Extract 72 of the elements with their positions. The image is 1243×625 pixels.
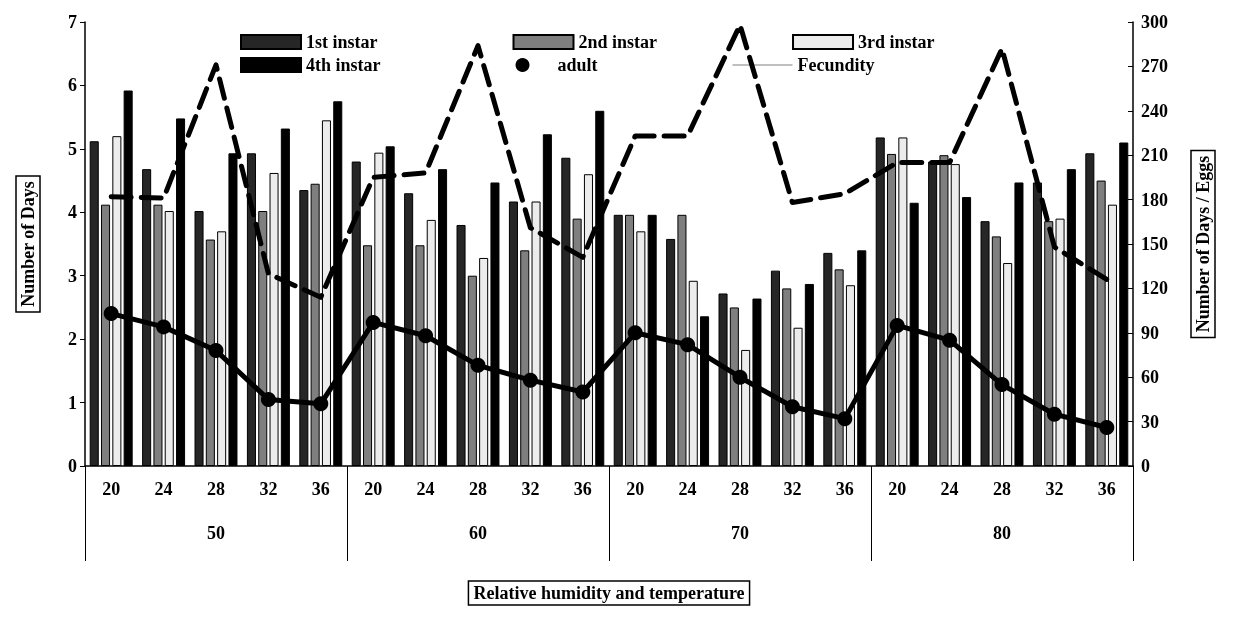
point [522,372,538,388]
y-tick-label: 3 [68,265,77,286]
legend-label: adult [557,55,598,75]
x-tick-label: 20 [626,479,645,499]
x-axis-title: Relative humidity and temperature [473,583,745,603]
y2-tick-label: 180 [1141,189,1168,210]
legend-label: 3rd instar [858,32,935,52]
x-tick-label: 36 [573,479,592,499]
point [1046,406,1062,422]
y-tick-label: 4 [68,202,77,223]
point [837,411,853,427]
y2-tick-label: 210 [1141,145,1168,166]
point [260,391,276,407]
point [784,399,800,415]
text: 70 [731,523,749,543]
y2-tick-label: 240 [1141,100,1168,121]
point [208,343,224,359]
y-tick-label: 0 [68,456,77,476]
x-tick-label: 20 [102,479,121,499]
x-tick-label: 28 [993,479,1011,499]
point [365,314,381,330]
point [470,357,486,373]
y-tick-label: 7 [68,12,77,32]
x-tick-label: 24 [416,479,435,499]
y2-tick-label: 60 [1141,367,1159,388]
x-tick-label: 28 [207,479,225,499]
y-tick-label: 5 [68,138,77,159]
x-tick-label: 28 [731,479,749,499]
point [680,337,696,353]
y2-tick-label: 90 [1141,322,1159,343]
y2-axis-title: Number of Days / Eggs [1193,155,1213,333]
point [313,396,329,412]
x-tick-label: 24 [154,479,173,499]
legend-label: 1st instar [306,32,378,52]
point [627,325,643,341]
y-tick-label: 1 [68,392,77,413]
y-tick-label: 6 [68,75,77,96]
x-tick-label: 24 [940,479,959,499]
legend-label: Fecundity [797,55,875,75]
x-tick-label: 24 [678,479,697,499]
x-tick-label: 32 [521,479,540,499]
y2-tick-label: 300 [1141,12,1168,32]
x-tick-label: 32 [1045,479,1064,499]
point [732,369,748,385]
y2-tick-label: 0 [1141,456,1150,476]
y-axis-title: Number of Days [18,181,38,307]
x-tick-label: 36 [311,479,330,499]
x-tick-label: 36 [1097,479,1116,499]
point [1099,420,1115,436]
x-tick-label: 32 [259,479,278,499]
x-tick-label: 20 [888,479,907,499]
point [156,319,172,335]
point [103,306,119,322]
text: 60 [469,523,487,543]
point [418,328,434,344]
x-tick-label: 20 [364,479,383,499]
legend-label: 2nd instar [578,32,658,52]
point [575,384,591,400]
y2-tick-label: 120 [1141,278,1168,299]
point [942,332,958,348]
point [994,377,1010,393]
x-tick-label: 32 [783,479,802,499]
text: 50 [207,523,225,543]
text: 80 [993,523,1011,543]
legend-label: 4th instar [306,55,381,75]
y2-tick-label: 150 [1141,234,1168,254]
point [889,317,905,333]
y-tick-label: 2 [68,329,77,350]
x-tick-label: 36 [835,479,854,499]
y2-tick-label: 270 [1141,56,1168,77]
x-tick-label: 28 [469,479,487,499]
y2-tick-label: 30 [1141,411,1159,432]
